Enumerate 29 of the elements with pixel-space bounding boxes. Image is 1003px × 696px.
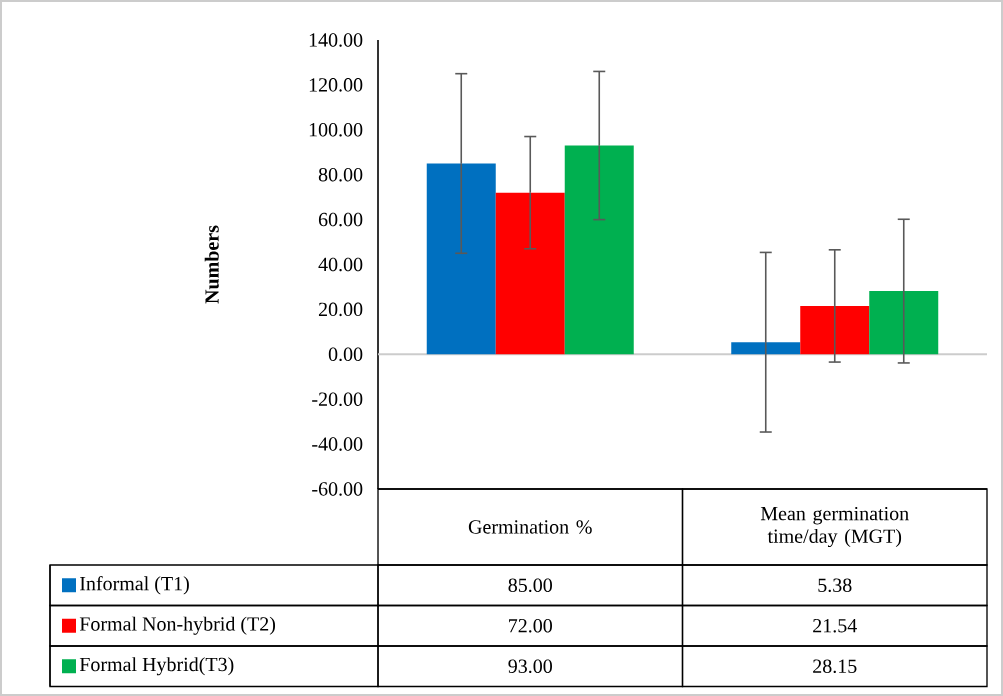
bar	[731, 342, 801, 355]
data-label: 72.00	[509, 618, 552, 633]
y-tick-label: 120.00	[309, 78, 363, 92]
bar	[869, 291, 939, 355]
x-tick-label: Germination %	[468, 520, 592, 534]
bar	[800, 305, 870, 355]
legend-label: Informal (T1)	[80, 576, 189, 595]
data-label: 5.38	[818, 578, 852, 593]
data-label: 21.54	[813, 618, 857, 633]
y-tick-label: 40.00	[318, 257, 363, 272]
y-tick-label: 0.00	[328, 347, 363, 362]
y-axis-title: Numbers	[204, 225, 219, 304]
bar	[495, 192, 565, 355]
legend-label: Formal Hybrid(T3)	[79, 657, 234, 676]
y-tick-label: -40.00	[312, 437, 363, 451]
y-tick-label: -20.00	[312, 392, 363, 406]
data-label: 85.00	[508, 578, 552, 593]
y-tick-label: 100.00	[309, 123, 363, 137]
bar	[426, 163, 496, 355]
x-tick-label: Mean germination time/day (MGT)	[760, 506, 909, 548]
y-tick-label: 80.00	[318, 167, 363, 182]
legend-label: Formal Non-hybrid (T2)	[79, 616, 276, 635]
y-tick-label: 20.00	[318, 302, 363, 317]
bar	[564, 145, 634, 355]
y-tick-label: 140.00	[309, 33, 363, 47]
y-tick-label: -60.00	[312, 482, 363, 496]
y-tick-label: 60.00	[318, 212, 363, 227]
data-label: 28.15	[813, 659, 857, 674]
data-label: 93.00	[508, 659, 552, 674]
